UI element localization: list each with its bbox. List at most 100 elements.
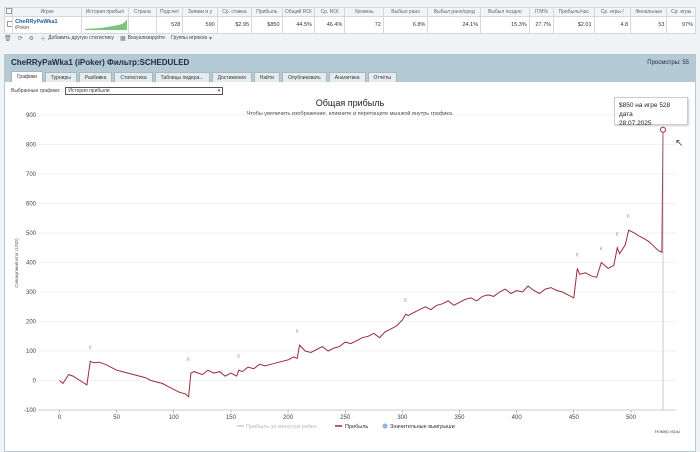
visualize-button[interactable]: ▦ Визуализируйте [120,35,165,42]
y-axis-label: Совокупный итог (USD) [13,238,19,288]
big-win-marker: K [404,298,408,304]
y-tick-label: 400 [26,261,37,267]
tab-statistics[interactable]: Статистика [114,72,153,82]
tooltip-line-1: $850 на игре 528 дата [619,102,671,118]
add-stats-button[interactable]: ＋ Добавить другую статистику [40,34,114,43]
y-tick-label: 800 [26,143,37,149]
stat-cell: 53 [630,16,668,34]
stat-cell: 44.5% [281,16,315,34]
tab-analytics[interactable]: Аналитика [328,72,366,82]
sparkline-chart [84,19,127,30]
big-win-marker: K [296,329,300,335]
settings-icon[interactable]: ⚙ [28,35,35,42]
tab-graphs[interactable]: Графики [11,71,43,82]
legend-item-rake[interactable]: Прибыль за минусом рейка [246,423,317,430]
hover-point [659,126,666,410]
stat-cell: 97% [666,16,696,34]
player-network: iPoker [15,25,30,31]
x-tick-label: 400 [512,415,523,421]
delete-icon[interactable]: 🗑 [4,35,12,42]
x-axis: 0 50 100 150 200 250 300 350 400 450 500 [38,409,676,421]
legend-item-profit[interactable]: Прибыль [345,424,368,430]
graph-select-value: История прибыли [68,88,110,94]
x-axis-label: Номер игры [655,429,680,434]
y-axis: -100 0 100 200 300 400 500 600 700 800 900 [24,113,37,414]
graph-selector-row: Выбранные графики: История прибыли ▾ [11,87,224,95]
big-win-marker: K [576,252,580,258]
stat-cell: 72 [344,16,384,34]
table-row[interactable]: CheRRyPaWka1 iPoker 528 590 $2.95 $850 4… [3,16,696,34]
tab-reports[interactable]: Отчёты [367,72,397,82]
big-win-marker: K [600,247,604,253]
tab-find[interactable]: Найти [253,72,281,82]
big-win-marker: K [237,354,241,360]
x-tick-label: 250 [340,415,351,421]
tab-tournaments[interactable]: Турниры [44,72,77,82]
profit-history-sparkline [80,16,129,34]
x-tick-label: 350 [455,415,466,421]
stat-cell [127,16,157,34]
x-tick-label: 0 [58,415,62,421]
refresh-icon[interactable]: ⟳ [17,35,23,42]
x-tick-label: 450 [569,415,580,421]
mouse-cursor-icon: ↖ [675,138,684,149]
tab-publish[interactable]: Опубликовать [282,72,327,82]
x-tick-label: 150 [226,415,237,421]
y-tick-label: 900 [26,113,37,119]
x-tick-label: 100 [169,415,180,421]
row-select-cell[interactable] [3,16,14,34]
legend-swatch-bigwins [382,423,388,429]
y-tick-label: -100 [24,408,37,414]
table-toolbar: 🗑 ⟳ ⚙ ＋ Добавить другую статистику ▦ Визуа… [4,33,696,43]
chevron-down-icon: ▾ [208,35,212,42]
row-checkbox[interactable] [7,21,12,27]
y-tick-label: 200 [26,320,37,326]
chart-tooltip: $850 на игре 528 дата 28.07.2025 [614,97,688,127]
player-groups-label: Группы игроков [171,35,207,41]
stat-cell: 6.8% [382,16,429,34]
chart-grid [38,114,676,411]
chevron-down-icon: ▾ [217,88,221,94]
player-cell[interactable]: CheRRyPaWka1 iPoker [12,16,82,34]
graph-selector-label: Выбранные графики: [11,88,61,94]
hover-marker [659,126,666,133]
y-tick-label: 700 [26,172,37,178]
player-name-link[interactable]: CheRRyPaWka1 [15,19,58,25]
y-tick-label: 0 [33,379,37,385]
stat-cell: 528 [155,16,184,34]
tab-bar: Графики Турниры Разбивка Статистика Табл… [5,70,695,82]
chart-title: Общая прибыль [316,98,385,108]
panel-title: CheRRyPaWka1 (iPoker) Фильтр:SCHEDULED [11,58,190,67]
player-groups-dropdown[interactable]: Группы игроков ▾ [171,35,212,42]
chart-icon: ▦ [119,35,126,42]
graph-select[interactable]: История прибыли ▾ [65,87,224,95]
y-tick-label: 100 [26,349,37,355]
views-count: Просмотры: 55 [647,59,689,66]
x-tick-label: 50 [113,415,120,421]
stat-cell: 4.8 [593,16,632,34]
profit-series-line [59,129,664,398]
big-win-marker: K [89,345,93,351]
stats-table: Игрок История прибыл Страна Подсчет Заяв… [3,7,696,34]
chart-subtitle: Чтобы увеличить изображение, кликните и … [246,110,454,117]
big-wins-markers: K K K K K K K K K [89,214,631,363]
visualize-label: Визуализируйте [127,35,166,41]
stat-cell: 27.7% [528,16,555,34]
select-all-checkbox[interactable] [6,8,12,14]
x-tick-label: 300 [397,415,408,421]
sparkline-area [84,19,127,30]
player-panel: CheRRyPaWka1 (iPoker) Фильтр:SCHEDULED П… [4,54,696,452]
x-tick-label: 200 [283,415,294,421]
big-win-marker: K [616,232,620,238]
tab-achievements[interactable]: Достижения [211,72,252,82]
y-tick-label: 500 [26,231,37,237]
legend-item-bigwins[interactable]: Значительные выигрыши [390,424,455,430]
tab-leaderboards[interactable]: Таблицы лидера... [154,72,210,82]
stat-cell: 46.4% [313,16,346,34]
tooltip-line-2: 28.07.2025 [619,120,652,127]
tab-breakdown[interactable]: Разбивка [78,72,113,82]
x-tick-label: 500 [626,415,637,421]
big-win-marker: K [187,357,191,363]
y-tick-label: 300 [26,290,37,296]
